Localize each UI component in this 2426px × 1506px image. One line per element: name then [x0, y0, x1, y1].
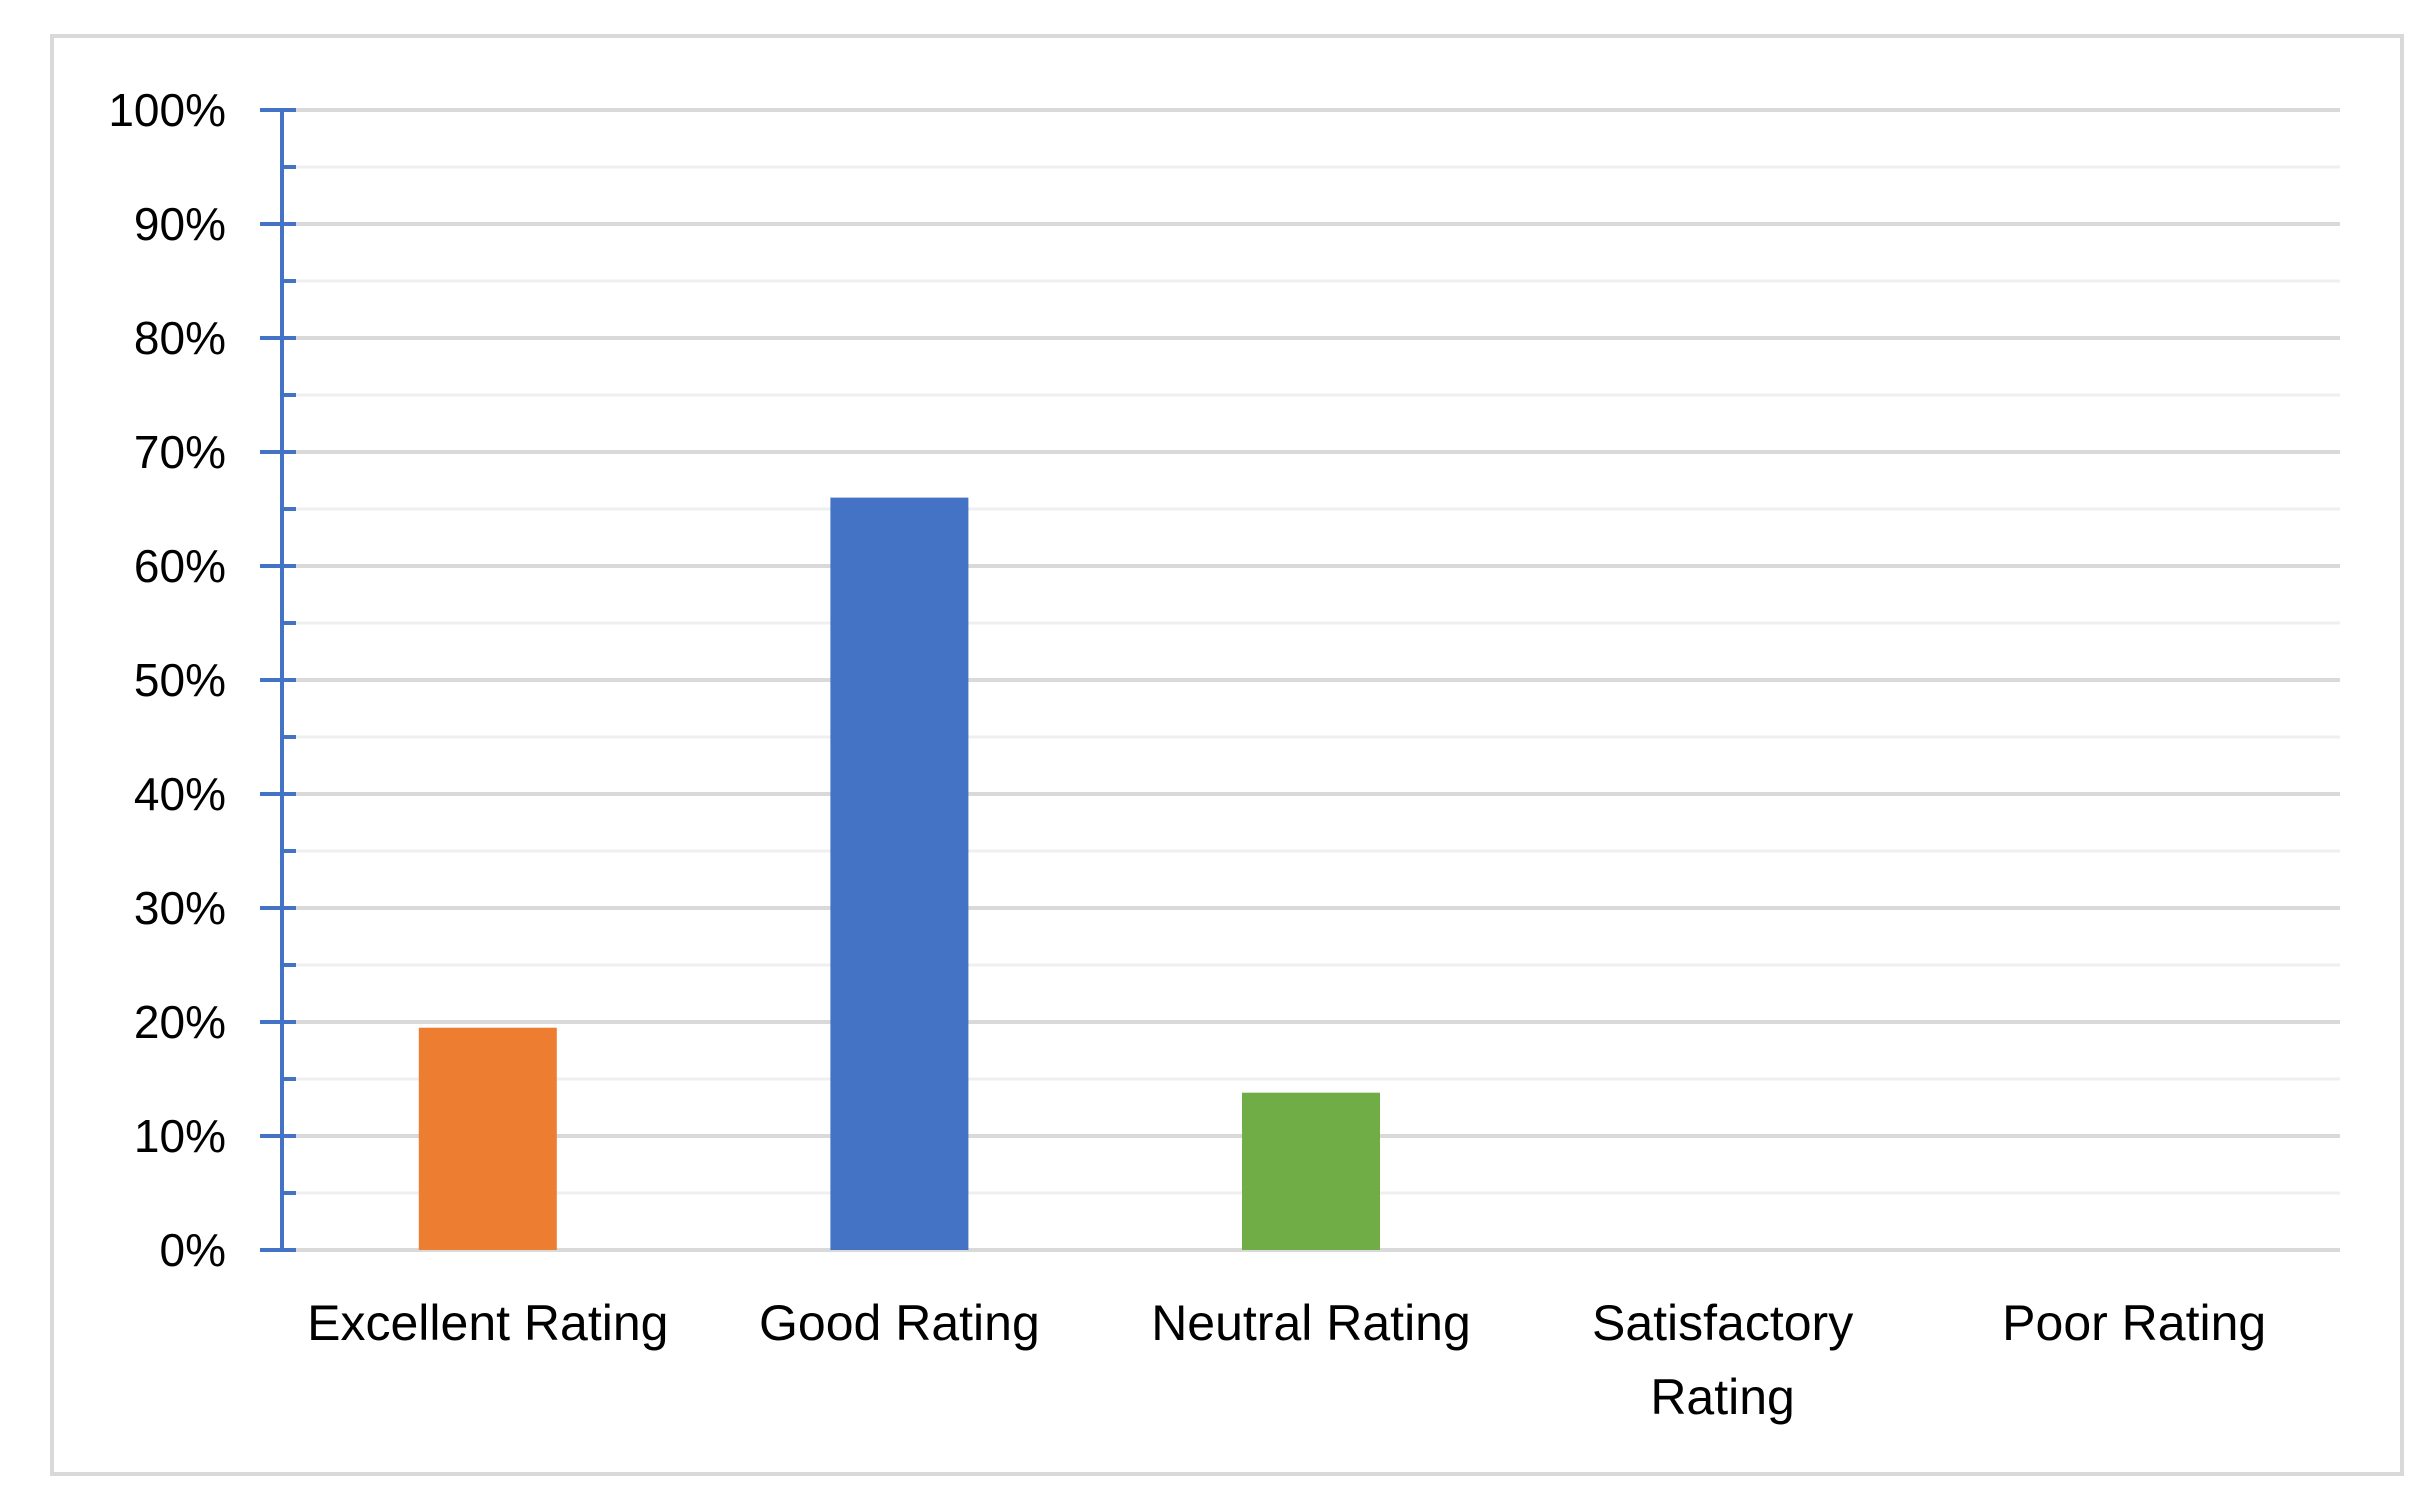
- x-category-label: Satisfactory: [1592, 1295, 1853, 1351]
- x-category-label: Neutral Rating: [1151, 1295, 1471, 1351]
- y-tick-label: 50%: [134, 654, 226, 706]
- x-category-label: Excellent Rating: [307, 1295, 668, 1351]
- bar: [418, 1027, 557, 1250]
- bar: [830, 497, 969, 1251]
- y-tick-label: 40%: [134, 768, 226, 820]
- y-tick-label: 80%: [134, 312, 226, 364]
- y-tick-label: 10%: [134, 1110, 226, 1162]
- y-tick-label: 100%: [108, 84, 226, 136]
- y-tick-label: 0%: [160, 1224, 226, 1276]
- x-category-label: Good Rating: [759, 1295, 1040, 1351]
- x-category-labels: Excellent Rating Good Rating Neutral Ratin…: [307, 1295, 2266, 1425]
- y-tick-label: 20%: [134, 996, 226, 1048]
- y-tick-label: 70%: [134, 426, 226, 478]
- y-tick-labels: 0% 10% 20% 30% 40% 50% 60% 70% 80% 90% 100%: [108, 84, 226, 1276]
- y-tick-label: 60%: [134, 540, 226, 592]
- gridlines: [282, 108, 2340, 1195]
- bar: [1242, 1092, 1380, 1250]
- y-tick-label: 90%: [134, 198, 226, 250]
- bars: [418, 497, 1380, 1251]
- y-tick-label: 30%: [134, 882, 226, 934]
- x-category-label: Poor Rating: [2002, 1295, 2266, 1351]
- x-category-label: Rating: [1650, 1369, 1795, 1425]
